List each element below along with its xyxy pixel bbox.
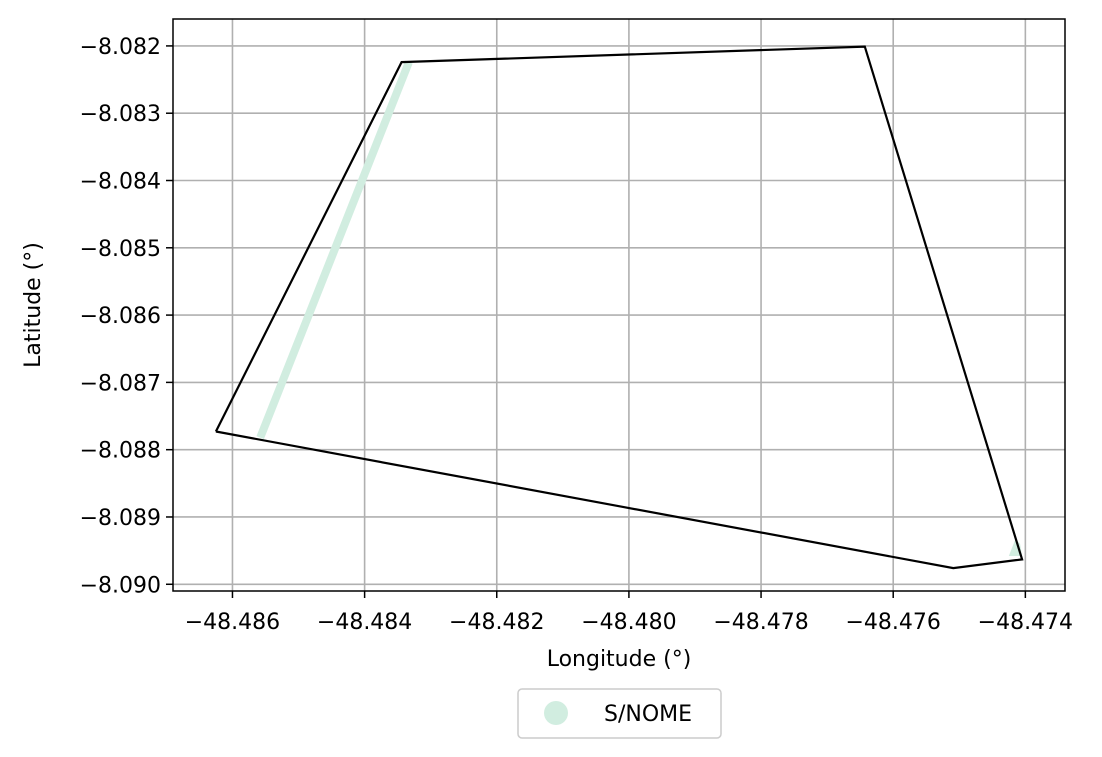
- x-tick-label: −48.486: [185, 610, 280, 635]
- x-tick-label: −48.480: [581, 610, 676, 635]
- y-axis-title: Latitude (°): [21, 242, 46, 368]
- y-tick-label: −8.088: [80, 439, 161, 464]
- grid: [173, 19, 1065, 591]
- legend-marker: [544, 701, 568, 725]
- legend: S/NOME: [517, 688, 722, 739]
- feature-line: [256, 60, 413, 440]
- x-tick-label: −48.484: [317, 610, 412, 635]
- x-tick-label: −48.478: [713, 610, 808, 635]
- y-tick-label: −8.087: [80, 371, 161, 396]
- x-tick-label: −48.474: [978, 610, 1073, 635]
- x-tick-label: −48.476: [845, 610, 940, 635]
- y-tick-label: −8.090: [80, 573, 161, 598]
- plot-frame: [172, 18, 1066, 592]
- y-tick-label: −8.084: [80, 170, 161, 195]
- y-axis: −8.082 −8.083 −8.084 −8.085 −8.086 −8.087 −8.0…: [80, 35, 173, 598]
- y-tick-label: −8.082: [80, 35, 161, 60]
- y-tick-label: −8.085: [80, 237, 161, 262]
- x-axis: −48.486 −48.484 −48.482 −48.480 −48.478 −48.4…: [185, 591, 1073, 635]
- y-tick-label: −8.089: [80, 506, 161, 531]
- legend-box: [517, 688, 722, 739]
- x-tick-label: −48.482: [449, 610, 544, 635]
- x-axis-title: Longitude (°): [547, 647, 692, 672]
- boundary-outline: [214, 45, 1024, 570]
- y-tick-label: −8.083: [80, 102, 161, 127]
- boundary-layer: [214, 45, 1024, 570]
- features-layer: [256, 60, 1023, 556]
- y-tick-label: −8.086: [80, 304, 161, 329]
- legend-label: S/NOME: [604, 702, 692, 727]
